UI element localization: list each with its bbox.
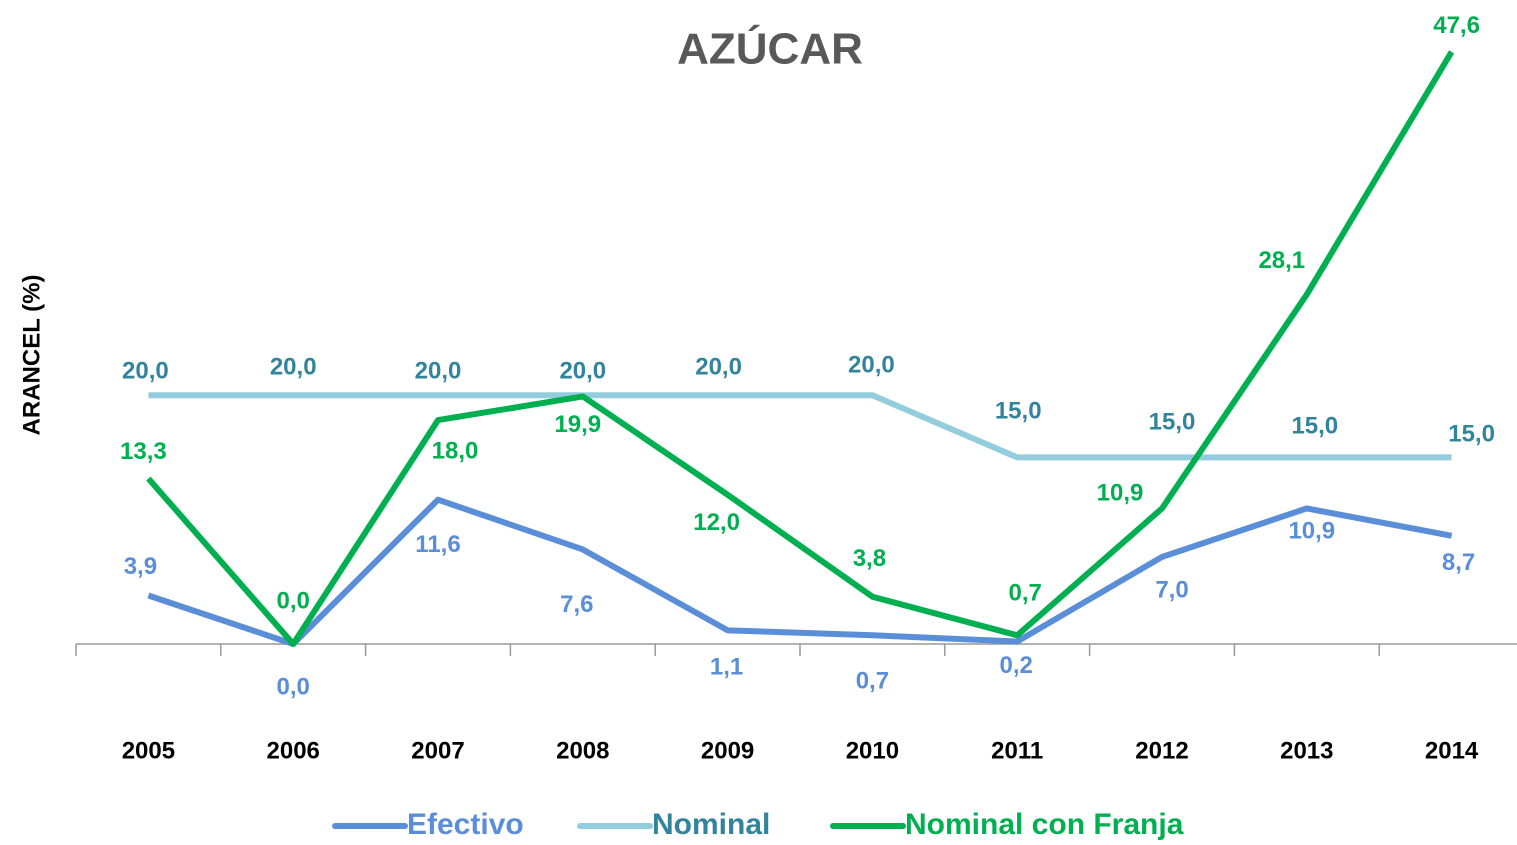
data-label: 8,7 [1442,549,1475,576]
data-label: 10,9 [1097,480,1144,507]
x-tick-label: 2011 [991,737,1043,764]
series-line [146,50,1455,647]
legend-label: Nominal [652,808,770,841]
data-label: 0,7 [856,668,889,695]
x-tick-label: 2006 [267,737,320,764]
data-label: 28,1 [1258,247,1305,274]
data-label: 20,0 [559,358,606,385]
x-tick-label: 2008 [556,737,609,764]
x-tick-label: 2013 [1280,737,1333,764]
x-tick-label: 2005 [122,737,175,764]
chart-title: AZÚCAR [677,24,863,74]
data-label: 19,9 [554,411,601,438]
data-label: 0,0 [277,673,310,700]
data-label: 20,0 [270,354,317,381]
data-label: 1,1 [710,654,743,681]
legend-label: Nominal con Franja [905,808,1184,841]
x-tick-label: 2014 [1425,737,1479,764]
data-label: 7,0 [1155,576,1188,603]
data-label: 47,6 [1433,12,1480,39]
y-axis-label: ARANCEL (%) [18,275,45,436]
data-label: 0,7 [1009,580,1042,607]
data-label: 20,0 [122,358,169,385]
x-tick-label: 2010 [846,737,899,764]
data-label: 20,0 [695,354,742,381]
legend-label: Efectivo [407,808,524,841]
data-label: 20,0 [415,358,462,385]
series-line [147,496,1453,647]
data-label: 15,0 [1149,409,1196,436]
x-tick-label: 2007 [411,737,464,764]
series-line [148,392,1452,461]
data-label: 7,6 [560,591,593,618]
data-label: 13,3 [120,438,167,465]
data-label: 0,0 [277,587,310,614]
data-label: 18,0 [432,437,479,464]
data-label: 11,6 [415,531,460,558]
data-label: 0,2 [1000,652,1033,679]
data-label: 3,8 [853,545,886,572]
x-tick-label: 2012 [1135,737,1188,764]
data-label: 15,0 [995,398,1042,425]
x-tick-label: 2009 [701,737,754,764]
data-label: 15,0 [1448,421,1495,448]
data-label: 3,9 [124,553,157,580]
data-label: 15,0 [1291,413,1338,440]
data-label: 12,0 [693,509,740,536]
data-label: 10,9 [1288,518,1335,545]
data-label: 20,0 [848,352,895,379]
